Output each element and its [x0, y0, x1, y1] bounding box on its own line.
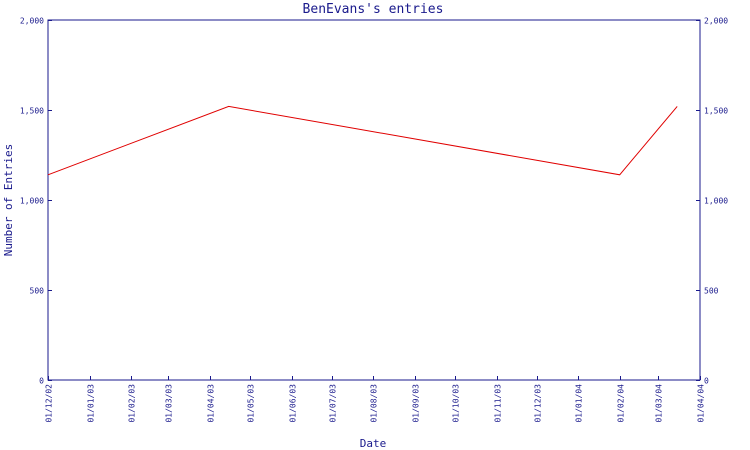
x-tick-label: 01/03/04: [655, 384, 664, 423]
x-tick-label: 01/04/03: [207, 384, 216, 423]
y-axis-label: Number of Entries: [2, 144, 15, 257]
x-tick-label: 01/01/03: [87, 384, 96, 423]
series-line: [47, 105, 678, 176]
y-tick-label-left: 0: [39, 377, 44, 386]
y-tick-label-right: 2,000: [704, 17, 728, 26]
y-tick-label-right: 0: [704, 377, 709, 386]
x-tick-label: 01/10/03: [452, 384, 461, 423]
x-tick-label: 01/04/04: [697, 384, 706, 423]
y-tick-label-left: 1,000: [20, 197, 44, 206]
y-axis-left: 0 500 1,000 1,500 2,000: [20, 17, 52, 386]
x-tick-label: 01/03/03: [165, 384, 174, 423]
x-tick-label: 01/08/03: [370, 384, 379, 423]
series-group: [47, 105, 678, 176]
x-tick-label: 01/09/03: [412, 384, 421, 423]
x-tick-label: 01/12/02: [45, 384, 54, 423]
y-tick-label-right: 1,000: [704, 197, 728, 206]
plot-area-frame: [47, 19, 701, 381]
x-tick-label: 01/01/04: [575, 384, 584, 423]
y-tick-label-right: 500: [704, 287, 719, 296]
y-axis-right: 0 500 1,000 1,500 2,000: [696, 17, 728, 386]
x-tick-label: 01/05/03: [247, 384, 256, 423]
x-tick-label: 01/02/03: [128, 384, 137, 423]
y-tick-label-left: 1,500: [20, 107, 44, 116]
x-tick-label: 01/02/04: [617, 384, 626, 423]
x-tick-label: 01/06/03: [289, 384, 298, 423]
x-axis: 01/12/02 01/01/03 01/02/03 01/03/03 01/04/03…: [45, 376, 706, 423]
chart-title: BenEvans's entries: [303, 2, 444, 17]
x-tick-label: 01/12/03: [534, 384, 543, 423]
x-axis-label: Date: [360, 437, 387, 450]
y-tick-label-right: 1,500: [704, 107, 728, 116]
y-tick-label-left: 2,000: [20, 17, 44, 26]
x-tick-label: 01/07/03: [329, 384, 338, 423]
x-tick-label: 01/11/03: [494, 384, 503, 423]
y-tick-label-left: 500: [30, 287, 45, 296]
